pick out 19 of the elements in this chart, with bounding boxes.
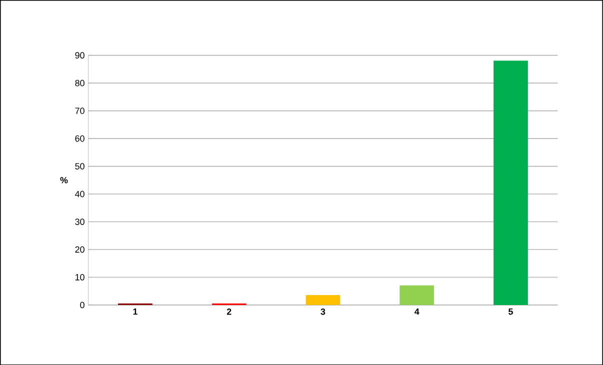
bar (306, 294, 340, 305)
y-tick-label: 60 (75, 135, 84, 142)
x-tick-label: 1 (133, 308, 138, 315)
x-tick-label: 2 (226, 308, 232, 315)
y-axis-title: % (60, 176, 68, 184)
y-tick-label: 90 (75, 52, 84, 58)
bar (400, 285, 434, 305)
y-tick-label: 20 (75, 246, 84, 253)
bar (494, 60, 528, 305)
x-tick-label: 5 (508, 308, 513, 315)
y-tick-label: 50 (75, 162, 84, 170)
y-tick-label: 70 (75, 107, 84, 114)
y-tick-label: 30 (75, 218, 84, 225)
y-tick-label: 10 (76, 274, 84, 280)
y-tick-label: 0 (80, 302, 84, 308)
x-tick-label: 4 (414, 308, 420, 315)
x-tick-label: 3 (320, 308, 326, 315)
y-tick-label: 40 (75, 190, 84, 198)
y-tick-label: 80 (75, 80, 84, 86)
